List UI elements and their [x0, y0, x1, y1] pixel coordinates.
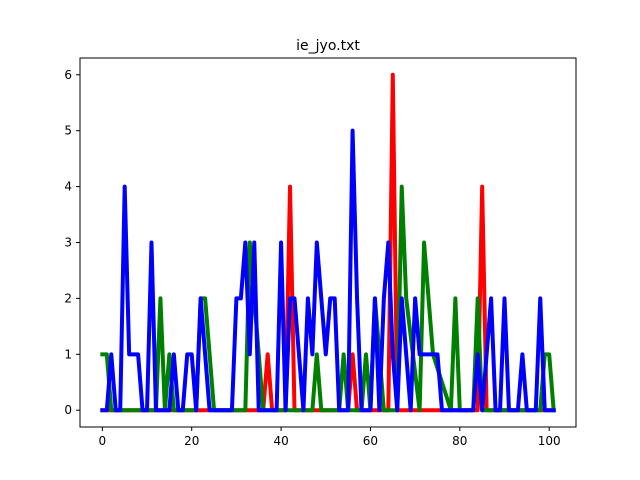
x-tick-label: 100 — [538, 434, 561, 448]
y-tick-label: 6 — [64, 68, 72, 82]
x-tick-label: 60 — [363, 434, 378, 448]
x-tick-label: 0 — [99, 434, 107, 448]
chart-title: ie_jyo.txt — [296, 38, 360, 54]
y-tick-label: 3 — [64, 236, 72, 250]
y-tick-label: 1 — [64, 347, 72, 361]
x-tick-label: 80 — [452, 434, 467, 448]
x-tick-label: 20 — [184, 434, 199, 448]
y-tick-label: 5 — [64, 124, 72, 138]
y-tick-label: 4 — [64, 180, 72, 194]
y-tick-label: 0 — [64, 403, 72, 417]
y-tick-label: 2 — [64, 291, 72, 305]
x-tick-label: 40 — [273, 434, 288, 448]
